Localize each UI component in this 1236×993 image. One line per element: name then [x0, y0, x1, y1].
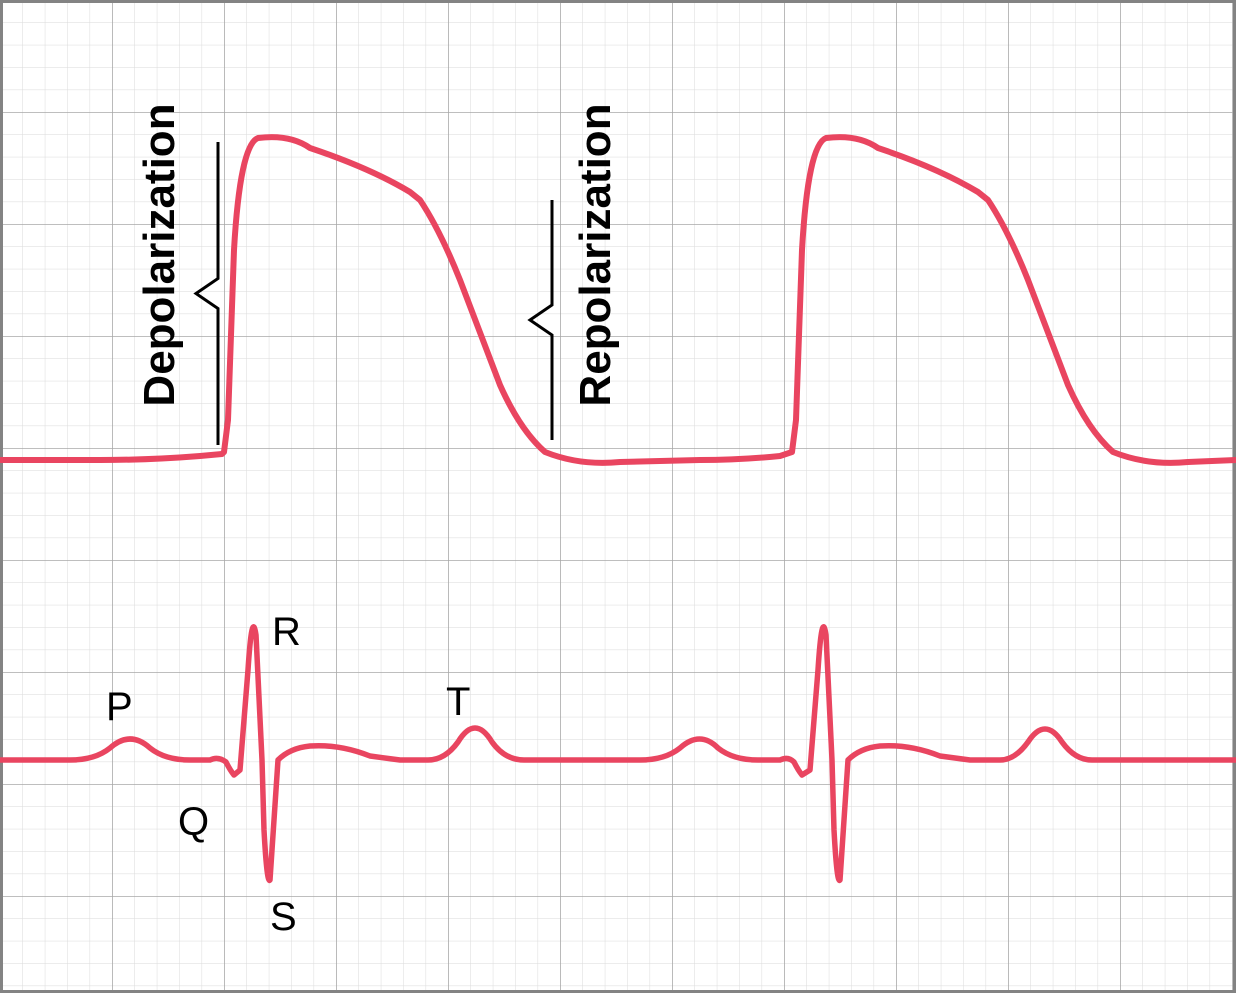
repolarization-label: Repolarization	[571, 103, 621, 406]
ecg-diagram: Depolarization Repolarization P Q R S T	[0, 0, 1236, 993]
s-wave-label: S	[270, 895, 297, 940]
q-wave-label: Q	[178, 800, 209, 845]
depolarization-label: Depolarization	[135, 103, 185, 406]
t-wave-label: T	[446, 680, 470, 725]
p-wave-label: P	[106, 685, 133, 730]
r-wave-label: R	[272, 610, 301, 655]
